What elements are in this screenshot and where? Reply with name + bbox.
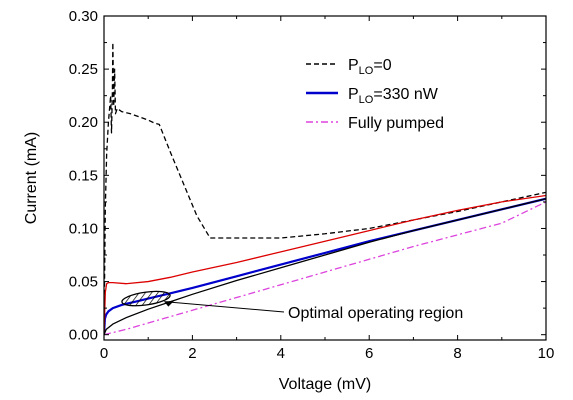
x-tick-label: 2 — [188, 345, 196, 362]
operating-region-ellipse — [121, 290, 171, 307]
series-line-4 — [104, 198, 546, 335]
legend: PLO=0 PLO=330 nW Fully pumped — [306, 57, 444, 132]
annotation-arrow-head — [164, 300, 175, 307]
y-tick-label: 0.00 — [69, 327, 98, 344]
y-tick-label: 0.20 — [69, 114, 98, 131]
x-tick-label: 0 — [100, 345, 108, 362]
legend-entry-2: Fully pumped — [348, 115, 444, 132]
axes-layer: 0 2 4 6 8 10 0.00 0.05 0.10 0.15 0.20 0.25 0.30 Volta… — [23, 8, 554, 393]
legend-entry-1: PLO=330 nW — [348, 86, 439, 106]
y-tick-label: 0.10 — [69, 220, 98, 237]
annotation-layer: Optimal operating region — [121, 290, 463, 322]
y-tick-label: 0.25 — [69, 61, 98, 78]
series-line-2 — [104, 201, 546, 336]
y-axis-label: Current (mA) — [23, 132, 40, 224]
annotation-arrow-line — [164, 301, 285, 313]
legend-entry-0: PLO=0 — [348, 57, 392, 77]
y-tick-label: 0.30 — [69, 8, 98, 25]
x-tick-label: 8 — [453, 345, 461, 362]
annotation-label: Optimal operating region — [288, 305, 463, 322]
series-line-3 — [104, 194, 546, 335]
x-tick-label: 10 — [538, 345, 555, 362]
y-tick-label: 0.15 — [69, 167, 98, 184]
series-layer — [104, 41, 546, 336]
x-tick-label: 4 — [277, 345, 285, 362]
x-axis-label: Voltage (mV) — [279, 376, 371, 393]
y-tick-label: 0.05 — [69, 274, 98, 291]
x-tick-label: 6 — [365, 345, 373, 362]
series-line-0 — [104, 41, 546, 335]
